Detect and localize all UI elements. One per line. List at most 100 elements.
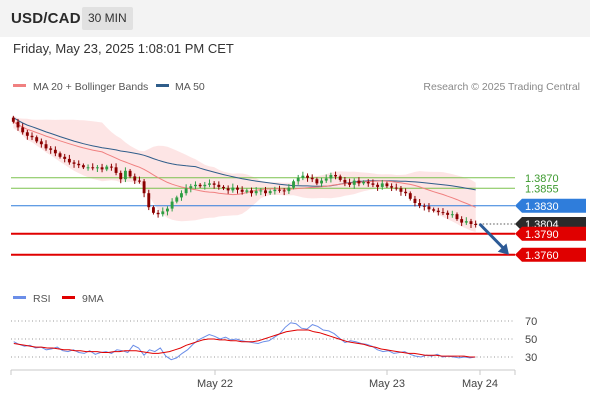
candle	[334, 171, 338, 180]
level-tag-1-3760: 1.3760	[515, 247, 586, 262]
candle	[198, 183, 202, 188]
candle-body	[334, 175, 338, 177]
candle	[35, 135, 39, 144]
candle-body	[408, 193, 412, 199]
candle-body	[464, 221, 468, 223]
projection-arrow	[478, 222, 509, 255]
candle	[170, 198, 174, 212]
candle	[418, 199, 422, 209]
x-axis: May 22 May 23 May 24	[10, 370, 516, 390]
projection-arrow-shaft	[478, 222, 508, 252]
candle	[390, 183, 394, 192]
candle-body	[147, 193, 151, 208]
candle-body	[460, 219, 464, 223]
level-tag-shape	[515, 226, 586, 241]
candle	[315, 177, 319, 186]
candle-body	[30, 135, 34, 138]
candle-body	[254, 191, 258, 194]
candle-body	[413, 198, 417, 203]
candle-body	[212, 183, 216, 185]
candle-body	[357, 180, 361, 184]
candle	[142, 178, 146, 198]
candle	[151, 205, 155, 215]
candle-body	[165, 208, 169, 212]
candle	[137, 176, 141, 184]
candle	[240, 186, 244, 195]
candle-body	[137, 180, 141, 182]
candle	[119, 170, 123, 184]
candle-body	[180, 193, 183, 198]
candle	[77, 160, 81, 169]
candle	[58, 151, 62, 159]
candle-body	[53, 149, 57, 154]
candle	[273, 186, 277, 195]
candle	[63, 153, 67, 163]
candle	[460, 216, 464, 227]
candle	[231, 183, 235, 193]
candle-body	[441, 212, 445, 214]
candle	[208, 179, 211, 188]
candle	[222, 185, 225, 191]
candle	[282, 188, 286, 196]
candle-body	[306, 175, 309, 178]
candle-body	[390, 186, 394, 188]
timeframe-button[interactable]: 30 MIN	[82, 7, 133, 30]
candle-body	[133, 176, 137, 181]
candle-body	[250, 190, 253, 194]
candle-body	[39, 141, 43, 145]
candle-body	[189, 186, 193, 189]
candle-body	[81, 165, 85, 168]
rsi-panel: 70 50 30	[11, 316, 537, 364]
candle	[296, 174, 300, 185]
candle	[189, 183, 193, 193]
candle	[464, 217, 468, 225]
candle	[49, 146, 53, 154]
candle-body	[44, 144, 48, 149]
candle-body	[63, 156, 67, 159]
candle	[259, 188, 263, 196]
level-tag-text: 1.3790	[525, 229, 559, 241]
rsi-tick-30: 30	[525, 352, 537, 364]
candle	[123, 167, 127, 183]
candle-body	[95, 167, 99, 169]
candle-body	[422, 205, 426, 207]
level-label-1-3855: 1.3855	[525, 183, 559, 195]
candle	[212, 181, 216, 189]
rsi-tick-50: 50	[525, 334, 537, 346]
candle-body	[329, 175, 333, 179]
candle-body	[222, 186, 225, 189]
candle	[161, 207, 165, 217]
candle	[25, 129, 29, 140]
candle-body	[156, 212, 160, 215]
candle	[436, 207, 440, 216]
level-label-1-3870: 1.3870	[525, 173, 559, 185]
candle	[147, 189, 151, 211]
candles	[11, 115, 478, 228]
rsi-tick-70: 70	[525, 316, 537, 328]
candle	[194, 181, 197, 190]
candle	[362, 180, 366, 186]
candle-body	[58, 153, 62, 157]
candle	[301, 171, 305, 181]
candle-body	[203, 184, 207, 187]
price-levels	[11, 177, 515, 256]
candle	[264, 186, 267, 197]
candle-body	[25, 132, 29, 136]
candle	[469, 218, 473, 228]
candle-body	[91, 167, 95, 169]
candle-body	[320, 180, 324, 184]
candle-body	[474, 224, 478, 225]
candle-body	[362, 182, 366, 184]
ma50-legend-label: MA 50	[175, 81, 205, 93]
candle	[408, 191, 412, 201]
candle-body	[236, 187, 239, 190]
candle-body	[376, 184, 380, 187]
candle	[446, 210, 450, 219]
candle	[156, 209, 160, 218]
candle-body	[198, 184, 202, 187]
candle-body	[385, 183, 389, 187]
candle	[128, 169, 132, 179]
level-tag-1-3790: 1.3790	[515, 226, 586, 241]
candle-body	[264, 190, 267, 194]
